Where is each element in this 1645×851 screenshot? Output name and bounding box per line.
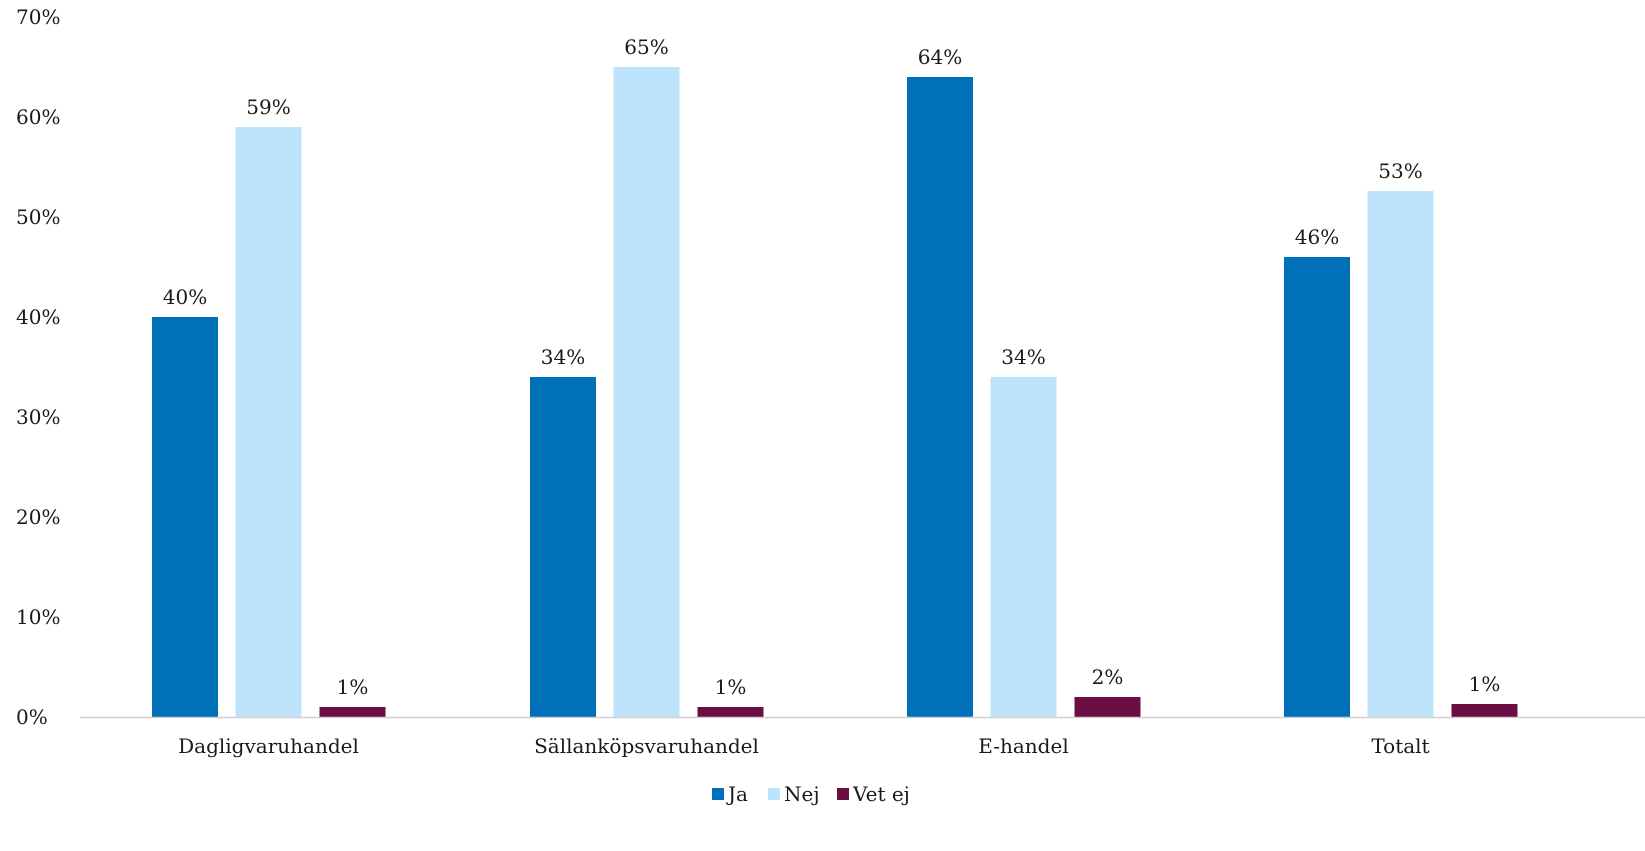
bar-vet-ej — [1074, 697, 1141, 717]
legend: Ja Nej Vet ej — [712, 782, 910, 806]
bar-vet-ej — [1451, 704, 1518, 717]
y-tick-label: 70% — [16, 5, 60, 29]
data-label: 64% — [918, 45, 962, 69]
bar-vet-ej — [697, 707, 764, 717]
data-label: 59% — [246, 95, 290, 119]
data-label: 1% — [337, 675, 369, 699]
legend-swatch — [768, 788, 780, 800]
data-label: 1% — [715, 675, 747, 699]
y-tick-label: 60% — [16, 105, 60, 129]
category-label: E-handel — [978, 734, 1068, 758]
category-label: Dagligvaruhandel — [178, 734, 359, 758]
y-tick-label: 40% — [16, 305, 60, 329]
bar-ja — [907, 77, 973, 717]
y-tick-label: 0% — [16, 705, 48, 729]
legend-label: Nej — [784, 782, 820, 806]
data-labels: 40% 34% 64% 46% 59% 65% 34% 53% 1% 1% 2% 1% — [163, 35, 1501, 699]
data-label: 34% — [1001, 345, 1045, 369]
data-label: 46% — [1295, 225, 1339, 249]
bar-nej — [1367, 191, 1434, 717]
category-label: Totalt — [1371, 734, 1429, 758]
bar-nej — [990, 377, 1057, 717]
legend-label: Vet ej — [852, 782, 910, 806]
data-label: 40% — [163, 285, 207, 309]
category-label: Sällanköpsvaruhandel — [534, 734, 759, 758]
bar-vet-ej — [319, 707, 386, 717]
legend-swatch — [712, 788, 724, 800]
data-label: 1% — [1469, 672, 1501, 696]
y-axis: 0% 10% 20% 30% 40% 50% 60% 70% — [16, 5, 60, 729]
data-label: 65% — [624, 35, 668, 59]
data-label: 34% — [541, 345, 585, 369]
legend-label: Ja — [726, 782, 748, 806]
data-label: 53% — [1378, 159, 1422, 183]
bar-nej — [613, 67, 680, 717]
plot-area — [152, 67, 1518, 717]
bar-ja — [530, 377, 596, 717]
y-tick-label: 50% — [16, 205, 60, 229]
bar-ja — [152, 317, 218, 717]
y-tick-label: 10% — [16, 605, 60, 629]
bar-nej — [235, 127, 302, 717]
x-axis: Dagligvaruhandel Sällanköpsvaruhandel E-ha… — [178, 734, 1429, 758]
bar-ja — [1284, 257, 1350, 717]
y-tick-label: 30% — [16, 405, 60, 429]
legend-swatch — [837, 788, 849, 800]
data-label: 2% — [1092, 665, 1124, 689]
y-tick-label: 20% — [16, 505, 60, 529]
